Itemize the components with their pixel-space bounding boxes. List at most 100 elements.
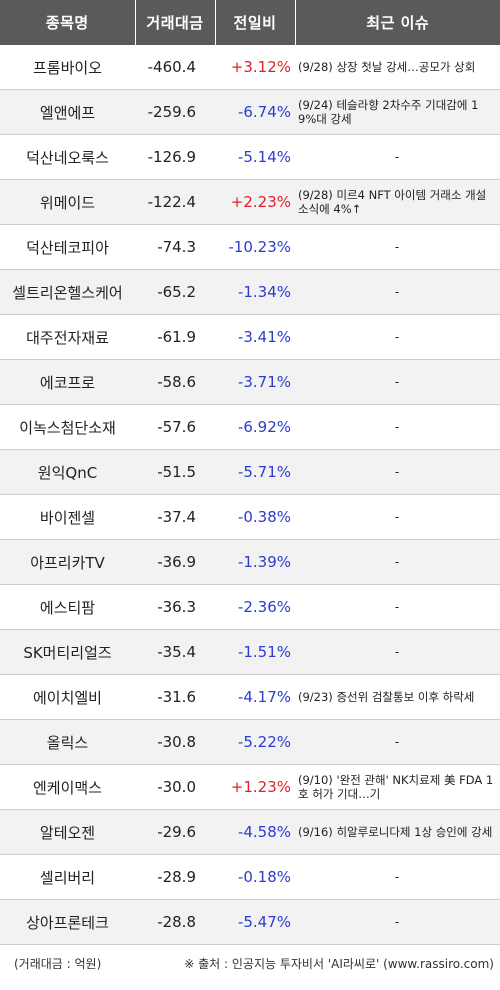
trading-value: -36.3 xyxy=(135,584,215,630)
price-change: -6.74% xyxy=(215,89,295,135)
recent-issue-text: (9/28) 상장 첫날 강세…공모가 상회 xyxy=(298,60,476,74)
table-row: 원익QnC -51.5 -5.71% - xyxy=(0,449,500,495)
recent-issue: - xyxy=(295,449,500,495)
price-change: -1.51% xyxy=(215,629,295,675)
recent-issue-text: - xyxy=(394,735,400,749)
stock-name: 덕산테코피아 xyxy=(0,224,135,270)
stock-name: 프롬바이오 xyxy=(0,45,135,90)
stock-name: 대주전자재료 xyxy=(0,314,135,360)
recent-issue-text: (9/16) 히알루로니다제 1상 승인에 강세 xyxy=(298,825,493,839)
table-row: SK머티리얼즈 -35.4 -1.51% - xyxy=(0,629,500,675)
recent-issue-text: - xyxy=(394,330,400,344)
recent-issue-text: - xyxy=(394,915,400,929)
trading-value: -29.6 xyxy=(135,809,215,855)
stock-name: 에코프로 xyxy=(0,359,135,405)
price-change: -6.92% xyxy=(215,404,295,450)
header-change: 전일비 xyxy=(215,0,296,45)
recent-issue-text: - xyxy=(394,150,400,164)
recent-issue: (9/28) 상장 첫날 강세…공모가 상회 xyxy=(295,45,500,90)
table-row: 아프리카TV -36.9 -1.39% - xyxy=(0,539,500,585)
stock-name: 바이젠셀 xyxy=(0,494,135,540)
stock-table: 종목명 거래대금 전일비 최근 이슈 프롬바이오 -460.4 +3.12% (9/2… xyxy=(0,0,500,945)
table-row: 바이젠셀 -37.4 -0.38% - xyxy=(0,494,500,540)
price-change: -4.17% xyxy=(215,674,295,720)
recent-issue: - xyxy=(295,404,500,450)
trading-value: -30.8 xyxy=(135,719,215,765)
recent-issue: - xyxy=(295,584,500,630)
recent-issue: (9/28) 미르4 NFT 아이템 거래소 개설 소식에 4%↑ xyxy=(295,179,500,225)
footer: (거래대금 : 억원) ※ 출처 : 인공지능 투자비서 'AI라씨로' (ww… xyxy=(0,945,500,972)
trading-value: -30.0 xyxy=(135,764,215,810)
price-change: -0.18% xyxy=(215,854,295,900)
table-row: 덕산네오룩스 -126.9 -5.14% - xyxy=(0,134,500,180)
recent-issue-text: - xyxy=(394,600,400,614)
stock-name: 아프리카TV xyxy=(0,539,135,585)
table-row: 에이치엘비 -31.6 -4.17% (9/23) 증선위 검찰통보 이후 하락세 xyxy=(0,674,500,720)
table-row: 엘앤에프 -259.6 -6.74% (9/24) 테슬라향 2차수주 기대감에 19… xyxy=(0,89,500,135)
trading-value: -31.6 xyxy=(135,674,215,720)
recent-issue: - xyxy=(295,719,500,765)
table-row: 알테오젠 -29.6 -4.58% (9/16) 히알루로니다제 1상 승인에 강세 xyxy=(0,809,500,855)
recent-issue: - xyxy=(295,269,500,315)
price-change: -0.38% xyxy=(215,494,295,540)
price-change: -5.47% xyxy=(215,899,295,945)
table-row: 이녹스첨단소재 -57.6 -6.92% - xyxy=(0,404,500,450)
trading-value: -28.9 xyxy=(135,854,215,900)
stock-name: SK머티리얼즈 xyxy=(0,629,135,675)
trading-value: -28.8 xyxy=(135,899,215,945)
stock-name: 에스티팜 xyxy=(0,584,135,630)
table-row: 상아프론테크 -28.8 -5.47% - xyxy=(0,899,500,945)
recent-issue: - xyxy=(295,134,500,180)
price-change: +3.12% xyxy=(215,45,295,90)
stock-name: 상아프론테크 xyxy=(0,899,135,945)
source-note: ※ 출처 : 인공지능 투자비서 'AI라씨로' (www.rassiro.co… xyxy=(184,957,494,971)
recent-issue-text: (9/23) 증선위 검찰통보 이후 하락세 xyxy=(298,690,475,704)
price-change: -2.36% xyxy=(215,584,295,630)
recent-issue: - xyxy=(295,629,500,675)
stock-name: 엔케이맥스 xyxy=(0,764,135,810)
table-row: 덕산테코피아 -74.3 -10.23% - xyxy=(0,224,500,270)
table-row: 에코프로 -58.6 -3.71% - xyxy=(0,359,500,405)
recent-issue: (9/24) 테슬라향 2차수주 기대감에 19%대 강세 xyxy=(295,89,500,135)
recent-issue-text: (9/10) '완전 관해' NK치료제 美 FDA 1호 허가 기대…기 xyxy=(298,773,494,801)
stock-name: 올릭스 xyxy=(0,719,135,765)
price-change: -5.22% xyxy=(215,719,295,765)
unit-note: (거래대금 : 억원) xyxy=(14,957,102,971)
table-row: 위메이드 -122.4 +2.23% (9/28) 미르4 NFT 아이템 거래소 개… xyxy=(0,179,500,225)
recent-issue: (9/16) 히알루로니다제 1상 승인에 강세 xyxy=(295,809,500,855)
price-change: -3.71% xyxy=(215,359,295,405)
stock-name: 이녹스첨단소재 xyxy=(0,404,135,450)
recent-issue: (9/10) '완전 관해' NK치료제 美 FDA 1호 허가 기대…기 xyxy=(295,764,500,810)
recent-issue-text: - xyxy=(394,510,400,524)
trading-value: -61.9 xyxy=(135,314,215,360)
price-change: -1.39% xyxy=(215,539,295,585)
stock-name: 위메이드 xyxy=(0,179,135,225)
trading-value: -35.4 xyxy=(135,629,215,675)
trading-value: -259.6 xyxy=(135,89,215,135)
recent-issue-text: - xyxy=(394,645,400,659)
trading-value: -57.6 xyxy=(135,404,215,450)
stock-name: 덕산네오룩스 xyxy=(0,134,135,180)
trading-value: -460.4 xyxy=(135,45,215,90)
table-row: 대주전자재료 -61.9 -3.41% - xyxy=(0,314,500,360)
recent-issue: - xyxy=(295,899,500,945)
trading-value: -65.2 xyxy=(135,269,215,315)
recent-issue-text: - xyxy=(394,375,400,389)
table-row: 에스티팜 -36.3 -2.36% - xyxy=(0,584,500,630)
header-recent-issue: 최근 이슈 xyxy=(295,0,500,45)
table-row: 엔케이맥스 -30.0 +1.23% (9/10) '완전 관해' NK치료제 美 F… xyxy=(0,764,500,810)
table-row: 올릭스 -30.8 -5.22% - xyxy=(0,719,500,765)
stock-name: 에이치엘비 xyxy=(0,674,135,720)
recent-issue: - xyxy=(295,854,500,900)
price-change: -5.71% xyxy=(215,449,295,495)
stock-name: 알테오젠 xyxy=(0,809,135,855)
trading-value: -36.9 xyxy=(135,539,215,585)
price-change: -3.41% xyxy=(215,314,295,360)
price-change: -10.23% xyxy=(215,224,295,270)
price-change: +2.23% xyxy=(215,179,295,225)
trading-value: -74.3 xyxy=(135,224,215,270)
stock-name: 셀트리온헬스케어 xyxy=(0,269,135,315)
trading-value: -58.6 xyxy=(135,359,215,405)
header-stock-name: 종목명 xyxy=(0,0,136,45)
